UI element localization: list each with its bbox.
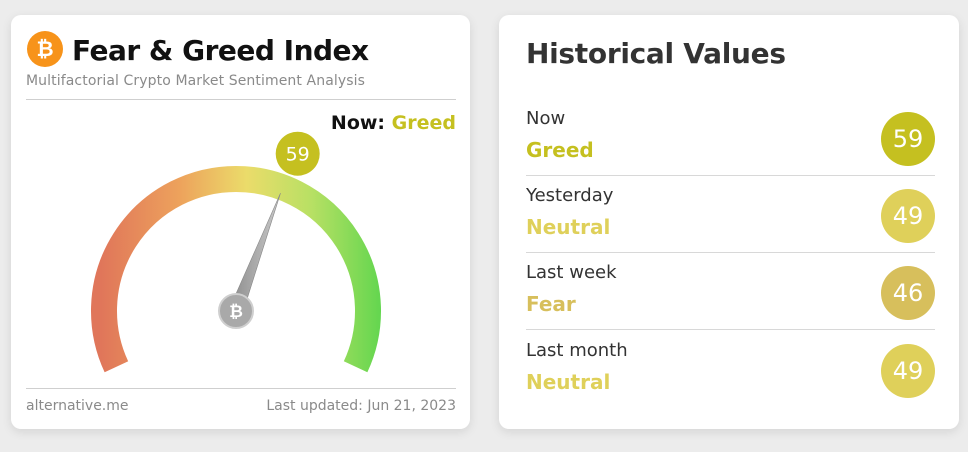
history-row-last-week: Last week Fear 46: [526, 262, 935, 338]
divider: [26, 388, 456, 389]
classification-label: Greed: [526, 138, 594, 162]
divider: [526, 252, 935, 253]
page-title: Fear & Greed Index: [72, 34, 369, 67]
value-badge: [275, 131, 320, 176]
gauge-hub: [218, 293, 254, 329]
section-title: Historical Values: [526, 37, 786, 70]
gauge-value: 59: [286, 144, 310, 166]
divider: [26, 99, 456, 100]
period-label: Last week: [526, 262, 617, 283]
divider: [526, 175, 935, 176]
value-badge: 46: [881, 266, 935, 320]
period-label: Last month: [526, 340, 628, 361]
history-row-last-month: Last month Neutral 49: [526, 340, 935, 416]
gauge-arc: [91, 165, 381, 373]
classification-label: Neutral: [526, 370, 611, 394]
history-row-yesterday: Yesterday Neutral 49: [526, 185, 935, 261]
historical-values-card: Historical Values Now Greed 59 Yesterday…: [499, 15, 959, 429]
bitcoin-icon: ₿: [27, 31, 63, 67]
period-label: Yesterday: [526, 185, 614, 206]
value-badge: 59: [881, 112, 935, 166]
period-label: Now: [526, 108, 566, 129]
value-badge: 49: [881, 189, 935, 243]
now-status: Now: Greed: [331, 112, 456, 134]
now-classification: Greed: [391, 112, 456, 134]
subtitle: Multifactorial Crypto Market Sentiment A…: [26, 73, 366, 89]
value-badge: 49: [881, 344, 935, 398]
fear-greed-card: ₿ Fear & Greed Index Multifactorial Cryp…: [11, 15, 470, 429]
divider: [526, 329, 935, 330]
source-label: alternative.me: [26, 398, 129, 414]
classification-label: Neutral: [526, 215, 611, 239]
classification-label: Fear: [526, 292, 576, 316]
sentiment-gauge: ₿ 59: [91, 131, 381, 373]
last-updated: Last updated: Jun 21, 2023: [266, 398, 456, 414]
history-row-now: Now Greed 59: [526, 108, 935, 184]
now-label: Now:: [330, 112, 386, 134]
bitcoin-icon: ₿: [229, 302, 243, 322]
